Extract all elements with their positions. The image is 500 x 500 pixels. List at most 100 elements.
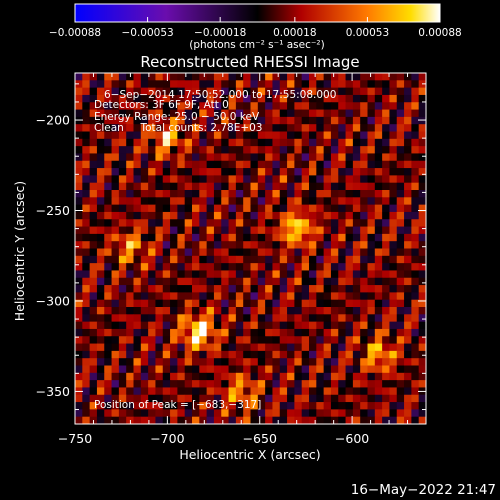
heatmap-cell <box>374 175 383 184</box>
heatmap-cell <box>96 146 105 154</box>
heatmap-cell <box>316 131 325 140</box>
heatmap-cell <box>184 153 193 162</box>
heatmap-cell <box>199 124 208 132</box>
heatmap-cell <box>330 241 339 249</box>
heatmap-cell <box>184 270 193 279</box>
heatmap-cell <box>374 255 383 264</box>
heatmap-cell <box>338 87 346 96</box>
heatmap-cell <box>228 102 237 110</box>
heatmap-cell <box>316 409 325 418</box>
heatmap-cell <box>338 102 346 110</box>
heatmap-cell <box>389 153 398 162</box>
heatmap-cell <box>221 380 229 388</box>
heatmap-cell <box>82 350 91 359</box>
heatmap-cell <box>418 277 427 286</box>
heatmap-cell <box>213 87 222 96</box>
heatmap-cell <box>309 197 317 206</box>
heatmap-cell <box>75 307 83 315</box>
heatmap-cell <box>345 190 354 198</box>
heatmap-cell <box>177 233 186 242</box>
heatmap-cell <box>184 211 193 220</box>
heatmap-cell <box>265 233 273 242</box>
heatmap-cell <box>330 204 339 213</box>
heatmap-cell <box>374 80 383 89</box>
heatmap-cell <box>96 350 105 359</box>
heatmap-cell <box>309 314 317 323</box>
heatmap-cell <box>279 299 288 308</box>
heatmap-cell <box>301 307 310 315</box>
heatmap-cell <box>323 314 332 323</box>
heatmap-cell <box>170 365 178 374</box>
heatmap-cell <box>250 248 259 257</box>
heatmap-cell <box>279 197 288 206</box>
heatmap-cell <box>213 314 222 323</box>
heatmap-cell <box>221 321 229 330</box>
heatmap-cell <box>162 365 171 374</box>
heatmap-cell <box>323 255 332 264</box>
heatmap-cell <box>389 190 398 198</box>
heatmap-cell <box>155 292 164 301</box>
heatmap-cell <box>316 116 325 125</box>
heatmap-cell <box>279 233 288 242</box>
heatmap-cell <box>330 124 339 132</box>
heatmap-cell <box>338 321 346 330</box>
heatmap-cell <box>279 343 288 352</box>
heatmap-cell <box>170 160 178 169</box>
heatmap-cell <box>411 270 420 279</box>
heatmap-cell <box>155 336 164 344</box>
heatmap-cell <box>89 109 98 118</box>
heatmap-cell <box>404 146 412 154</box>
heatmap-cell <box>272 358 281 366</box>
heatmap-cell <box>338 277 346 286</box>
heatmap-cell <box>345 343 354 352</box>
heatmap-cell <box>309 277 317 286</box>
heatmap-cell <box>294 241 303 249</box>
colorbar-tick-label: 0.00018 <box>273 27 316 39</box>
heatmap-cell <box>257 248 266 257</box>
heatmap-cell <box>140 350 149 359</box>
heatmap-cell <box>96 168 105 176</box>
heatmap-cell <box>126 263 134 271</box>
heatmap-cell <box>382 270 390 279</box>
heatmap-cell <box>213 336 222 344</box>
heatmap-cell <box>418 343 427 352</box>
heatmap-cell <box>206 307 215 315</box>
heatmap-cell <box>228 299 237 308</box>
heatmap-cell <box>82 233 91 242</box>
heatmap-cell <box>272 226 281 235</box>
heatmap-cell <box>250 380 259 388</box>
heatmap-cell <box>367 109 376 118</box>
heatmap-cell <box>221 197 229 206</box>
heatmap-cell <box>360 197 368 206</box>
heatmap-cell <box>360 80 368 89</box>
heatmap-cell <box>82 336 91 344</box>
heatmap-cell <box>265 190 273 198</box>
heatmap-cell <box>126 160 134 169</box>
heatmap-cell <box>374 226 383 235</box>
heatmap-cell <box>96 102 105 110</box>
heatmap-cell <box>89 343 98 352</box>
heatmap-cell <box>155 328 164 337</box>
heatmap-cell <box>126 343 134 352</box>
heatmap-cell <box>177 277 186 286</box>
heatmap-cell <box>374 307 383 315</box>
heatmap-cell <box>301 226 310 235</box>
heatmap-cell <box>82 248 91 257</box>
footer-date: 16−May−2022 21:47 <box>351 482 496 498</box>
heatmap-cell <box>118 146 127 154</box>
heatmap-cell <box>162 226 171 235</box>
heatmap-cell <box>250 116 259 125</box>
heatmap-cell <box>199 321 208 330</box>
heatmap-cell <box>382 307 390 315</box>
heatmap-cell <box>330 314 339 323</box>
heatmap-cell <box>133 277 142 286</box>
heatmap-cell <box>199 299 208 308</box>
heatmap-cell <box>89 80 98 89</box>
heatmap-cell <box>330 233 339 242</box>
heatmap-cell <box>382 380 390 388</box>
heatmap-cell <box>192 263 200 271</box>
heatmap-cell <box>162 350 171 359</box>
heatmap-cell <box>243 358 251 366</box>
heatmap-cell <box>177 241 186 249</box>
heatmap-cell <box>243 204 251 213</box>
